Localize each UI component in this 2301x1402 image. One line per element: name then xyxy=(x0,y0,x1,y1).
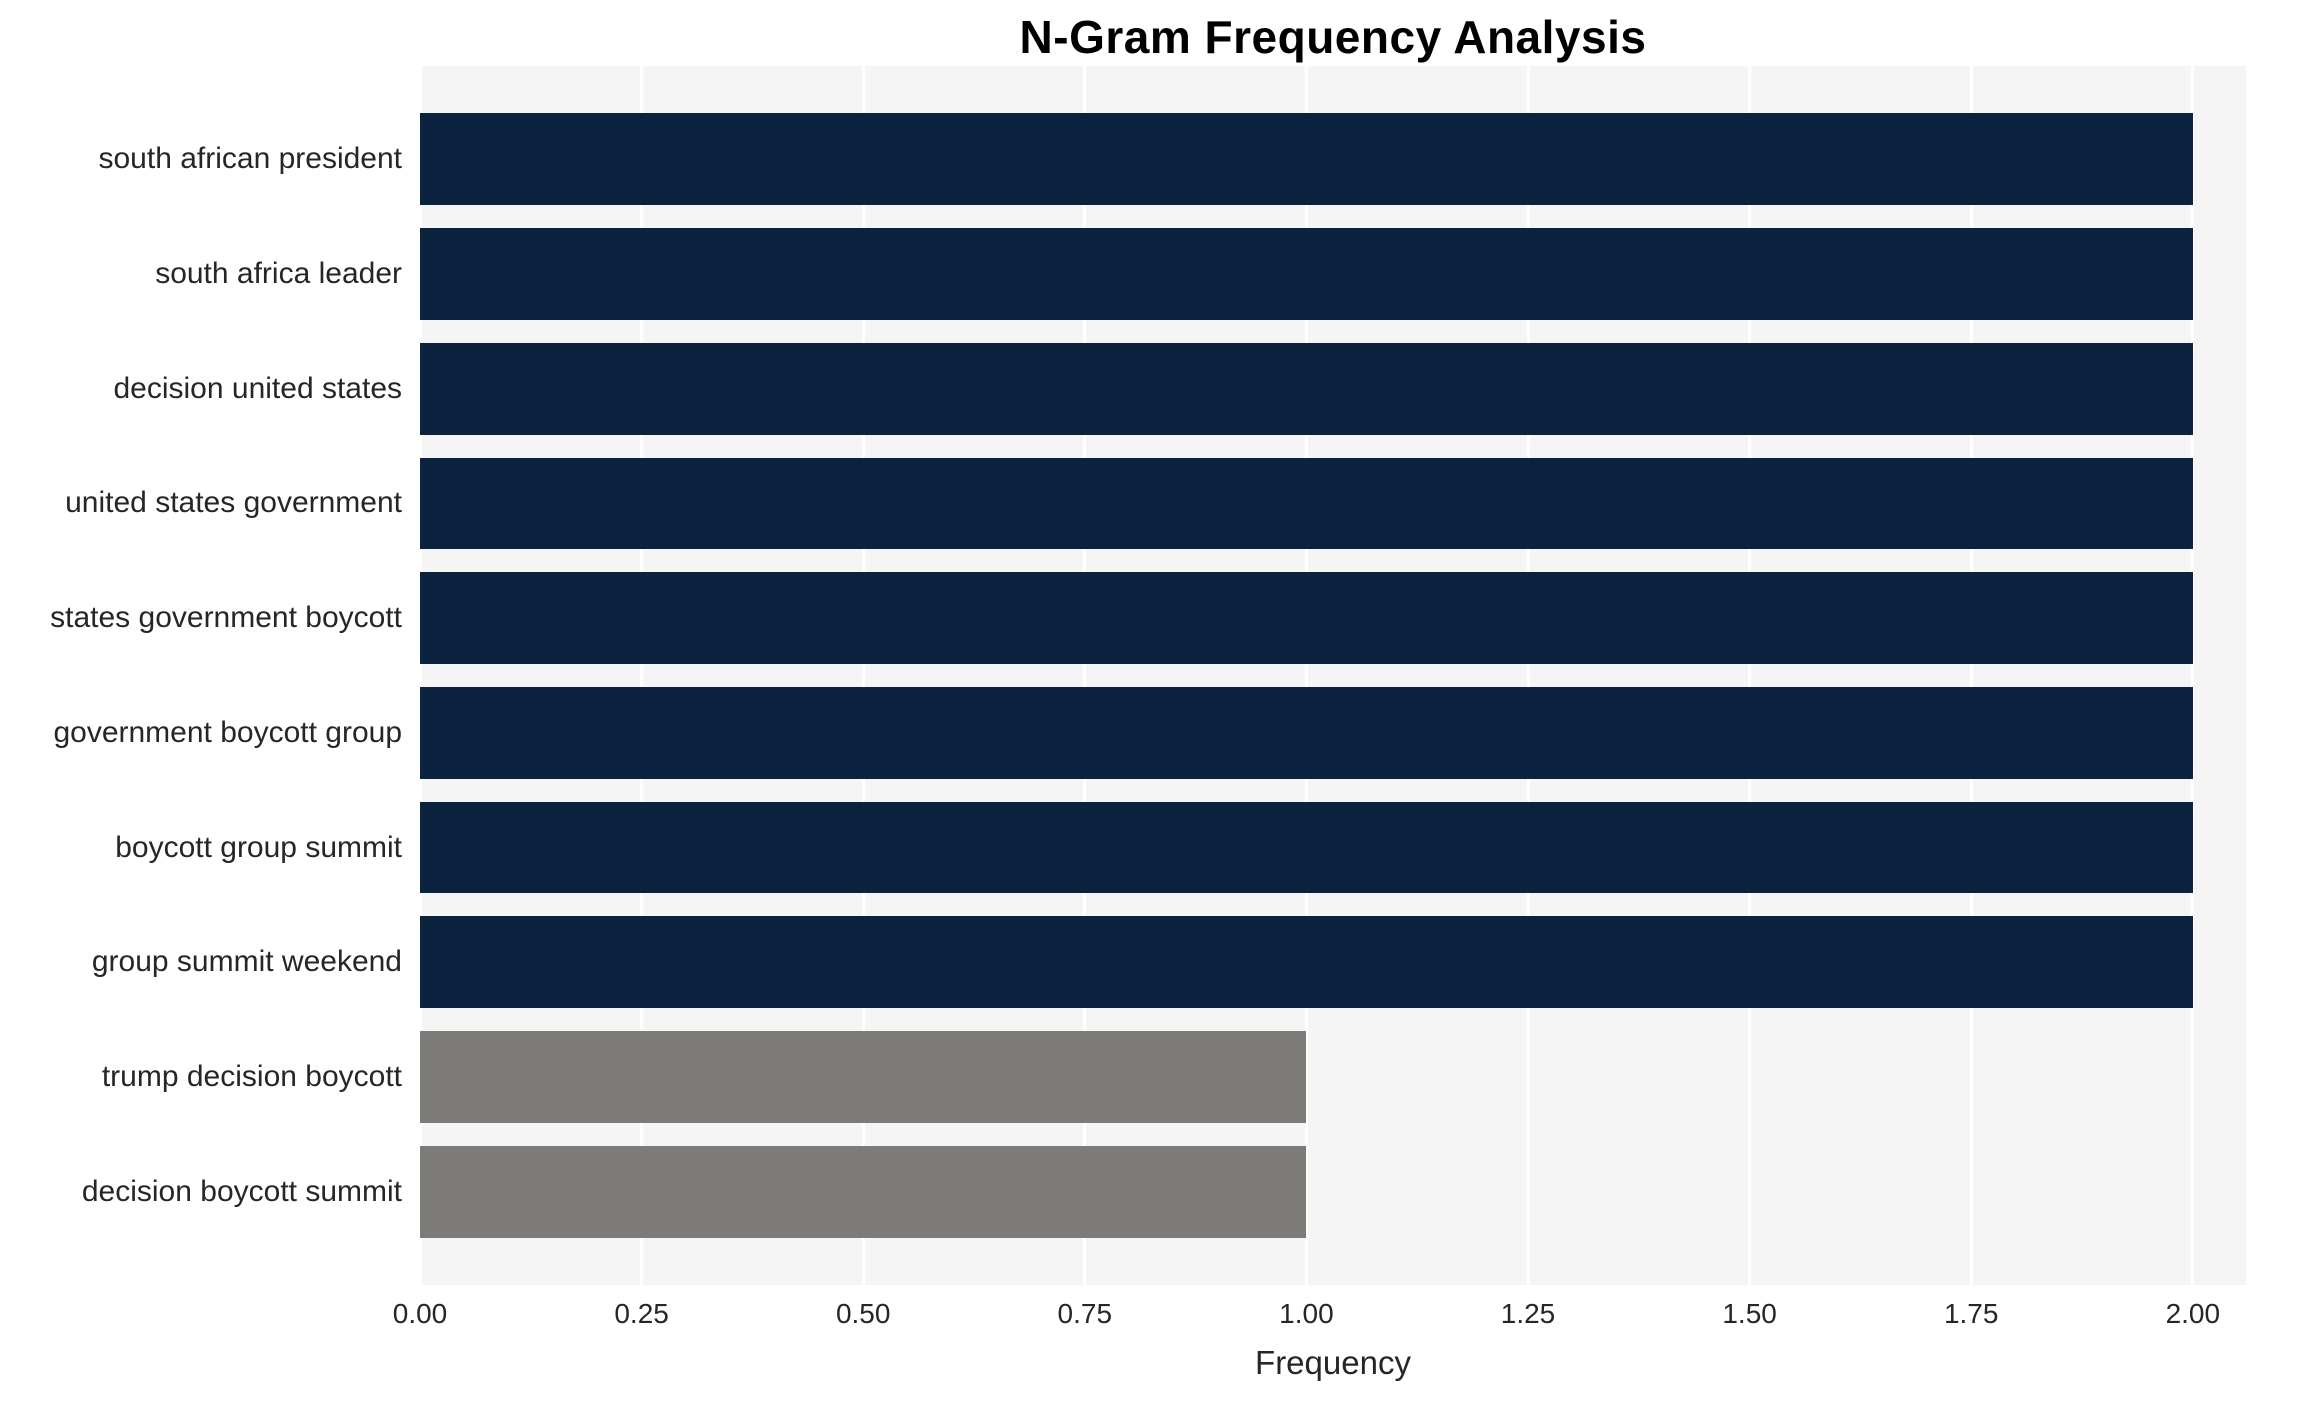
bar-track xyxy=(420,331,2246,446)
bar xyxy=(420,457,2193,550)
category-label: trump decision boycott xyxy=(101,1059,402,1093)
x-tick-label: 2.00 xyxy=(2165,1298,2221,1329)
category-label: decision boycott summit xyxy=(81,1174,402,1208)
category-label: decision united states xyxy=(113,371,402,405)
bars-region: south african president south africa lead… xyxy=(0,102,2246,1249)
x-tick-label: 0.00 xyxy=(392,1298,448,1329)
bar-row: united states government xyxy=(0,446,2246,561)
x-axis-title: Frequency xyxy=(1255,1344,1411,1381)
category-label: government boycott group xyxy=(53,715,402,749)
x-tick-label: 1.25 xyxy=(1500,1298,1556,1329)
bar-track xyxy=(420,446,2246,561)
bar-track xyxy=(420,1134,2246,1249)
bar xyxy=(420,801,2193,894)
x-tick-label: 0.50 xyxy=(835,1298,891,1329)
bar-row: trump decision boycott xyxy=(0,1020,2246,1135)
bar xyxy=(420,1031,1307,1123)
bar-track xyxy=(420,905,2246,1020)
bar-row: decision boycott summit xyxy=(0,1134,2246,1249)
bar xyxy=(420,572,2193,665)
gridline-x-0.5 xyxy=(861,66,865,1285)
gridline-x-1.5 xyxy=(1748,66,1752,1285)
gridline-x-2 xyxy=(2191,66,2195,1285)
gridline-x-0 xyxy=(418,66,422,1285)
x-tick-label: 1.75 xyxy=(1943,1298,1999,1329)
gridline-x-1.75 xyxy=(1969,66,1973,1285)
bar-track xyxy=(420,676,2246,791)
gridline-x-0.25 xyxy=(640,66,644,1285)
gridline-x-1.25 xyxy=(1526,66,1530,1285)
bar-track xyxy=(420,217,2246,332)
bar-track xyxy=(420,561,2246,676)
bar-track xyxy=(420,102,2246,217)
bar xyxy=(420,1145,1307,1238)
bar xyxy=(420,342,2193,435)
x-tick-label: 0.75 xyxy=(1057,1298,1113,1329)
bar-row: south african president xyxy=(0,102,2246,217)
bar-track xyxy=(420,1020,2246,1135)
x-tick-label: 1.50 xyxy=(1722,1298,1777,1329)
bar-row: decision united states xyxy=(0,331,2246,446)
bar-row: south africa leader xyxy=(0,217,2246,332)
category-label: boycott group summit xyxy=(115,830,402,864)
category-label: south africa leader xyxy=(155,257,402,291)
chart-title: N-Gram Frequency Analysis xyxy=(1019,11,1647,63)
bar-row: boycott group summit xyxy=(0,790,2246,905)
category-label: united states government xyxy=(65,486,402,520)
gridline-x-0.75 xyxy=(1083,66,1087,1285)
x-tick-label: 1.00 xyxy=(1279,1298,1334,1329)
bar xyxy=(420,916,2193,1009)
bar xyxy=(420,113,2193,206)
bar-track xyxy=(420,790,2246,905)
bar-row: group summit weekend xyxy=(0,905,2246,1020)
bar xyxy=(420,686,2193,779)
x-axis-ticks: 0.00 0.25 0.50 0.75 1.00 1.25 1.50 1.75 2.00 xyxy=(393,1298,2246,1338)
category-label: states government boycott xyxy=(50,601,402,635)
gridline-x-1 xyxy=(1304,66,1308,1285)
category-label: south african president xyxy=(98,142,402,176)
bar-row: government boycott group xyxy=(0,676,2246,791)
bar xyxy=(420,228,2193,320)
bar-row: states government boycott xyxy=(0,561,2246,676)
category-label: group summit weekend xyxy=(91,945,402,979)
x-tick-label: 0.25 xyxy=(614,1298,669,1329)
